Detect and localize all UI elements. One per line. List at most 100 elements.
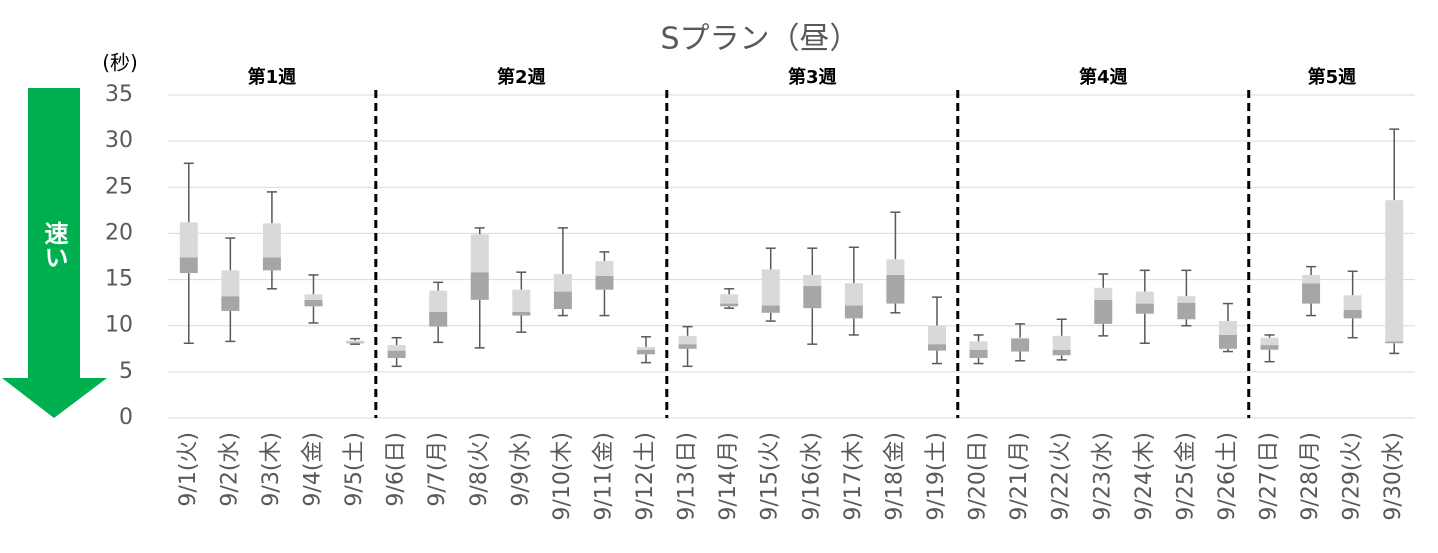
lower-box xyxy=(262,257,281,271)
lower-box xyxy=(1218,334,1237,349)
x-tick-label: 9/21(月) xyxy=(1007,432,1032,521)
x-tick-label: 9/10(木) xyxy=(550,432,575,521)
x-tick-label: 9/22(火) xyxy=(1049,432,1074,521)
lower-box xyxy=(678,344,697,349)
lower-box xyxy=(346,342,365,344)
upper-box xyxy=(927,325,946,345)
upper-box xyxy=(470,234,489,273)
lower-box xyxy=(221,296,240,311)
upper-box xyxy=(595,261,614,276)
lower-box xyxy=(720,303,739,307)
upper-box xyxy=(637,346,656,350)
lower-box xyxy=(1343,310,1362,319)
x-tick-label: 9/18(金) xyxy=(882,432,907,521)
y-tick-label: 35 xyxy=(105,82,133,107)
lower-box xyxy=(553,291,572,310)
upper-box xyxy=(886,259,905,275)
upper-box xyxy=(1302,274,1321,284)
x-tick-label: 9/16(水) xyxy=(799,432,824,521)
chart-title: Sプラン（昼） xyxy=(660,22,859,57)
upper-box xyxy=(1177,296,1196,303)
x-tick-label: 9/25(金) xyxy=(1173,432,1198,521)
x-tick-label: 9/4(金) xyxy=(300,432,325,507)
x-tick-label: 9/11(金) xyxy=(591,432,616,521)
x-tick-label: 9/13(日) xyxy=(675,432,700,521)
x-tick-label: 9/3(木) xyxy=(259,432,284,507)
x-tick-label: 9/29(火) xyxy=(1340,432,1365,521)
upper-box xyxy=(1052,335,1071,350)
upper-box xyxy=(1343,295,1362,311)
lower-box xyxy=(927,344,946,351)
upper-box xyxy=(844,283,863,306)
x-tick-label: 9/8(火) xyxy=(467,432,492,507)
upper-box xyxy=(221,270,240,297)
x-tick-label: 9/23(水) xyxy=(1090,432,1115,521)
lower-box xyxy=(803,286,822,309)
x-tick-label: 9/7(月) xyxy=(425,432,450,507)
x-tick-label: 9/26(土) xyxy=(1215,432,1240,521)
lower-box xyxy=(304,299,323,307)
x-tick-label: 9/24(木) xyxy=(1132,432,1157,521)
x-tick-label: 9/6(日) xyxy=(384,432,409,507)
upper-box xyxy=(1260,337,1279,346)
x-tick-label: 9/5(土) xyxy=(342,432,367,507)
upper-box xyxy=(512,289,531,312)
upper-box xyxy=(553,274,572,292)
upper-box xyxy=(1135,291,1154,304)
upper-box xyxy=(678,335,697,345)
x-tick-label: 9/1(火) xyxy=(176,432,201,507)
upper-box xyxy=(346,340,365,343)
x-tick-label: 9/9(水) xyxy=(508,432,533,507)
upper-box xyxy=(304,294,323,300)
y-tick-label: 20 xyxy=(105,220,133,245)
y-tick-label: 0 xyxy=(119,405,133,430)
week-label: 第2週 xyxy=(497,66,546,88)
x-tick-label: 9/28(月) xyxy=(1298,432,1323,521)
x-tick-label: 9/14(月) xyxy=(716,432,741,521)
upper-box xyxy=(262,223,281,258)
upper-box xyxy=(761,269,780,306)
lower-box xyxy=(637,349,656,355)
upper-box xyxy=(179,222,198,258)
week-label: 第3週 xyxy=(788,66,837,88)
upper-box xyxy=(803,274,822,287)
x-tick-label: 9/30(水) xyxy=(1381,432,1406,521)
y-unit: (秒) xyxy=(102,51,138,75)
lower-box xyxy=(1302,283,1321,304)
lower-box xyxy=(429,311,448,327)
lower-box xyxy=(512,311,531,316)
lower-box xyxy=(179,257,198,274)
lower-box xyxy=(844,305,863,319)
upper-box xyxy=(1218,321,1237,335)
lower-box xyxy=(1052,349,1071,356)
lower-box xyxy=(1011,338,1030,352)
upper-box xyxy=(720,294,739,304)
lower-box xyxy=(1094,299,1113,324)
x-tick-label: 9/27(日) xyxy=(1257,432,1282,521)
upper-box xyxy=(969,341,988,350)
week-label: 第5週 xyxy=(1308,66,1357,88)
lower-box xyxy=(1385,341,1404,344)
y-tick-label: 25 xyxy=(105,174,133,199)
x-tick-label: 9/15(火) xyxy=(758,432,783,521)
lower-box xyxy=(1135,303,1154,314)
lower-box xyxy=(595,275,614,290)
upper-box xyxy=(1094,287,1113,300)
lower-box xyxy=(886,274,905,304)
x-tick-label: 9/17(木) xyxy=(841,432,866,521)
upper-box xyxy=(1385,200,1404,342)
x-tick-label: 9/2(水) xyxy=(217,432,242,507)
lower-box xyxy=(1260,345,1279,350)
upper-box xyxy=(429,290,448,312)
y-tick-label: 15 xyxy=(105,267,133,292)
x-tick-label: 9/20(日) xyxy=(966,432,991,521)
x-tick-label: 9/12(土) xyxy=(633,432,658,521)
y-tick-label: 10 xyxy=(105,313,133,338)
y-tick-label: 30 xyxy=(105,128,133,153)
speed-arrow xyxy=(2,88,107,418)
lower-box xyxy=(470,272,489,300)
lower-box xyxy=(387,350,406,359)
x-tick-label: 9/19(土) xyxy=(924,432,949,521)
lower-box xyxy=(761,305,780,313)
